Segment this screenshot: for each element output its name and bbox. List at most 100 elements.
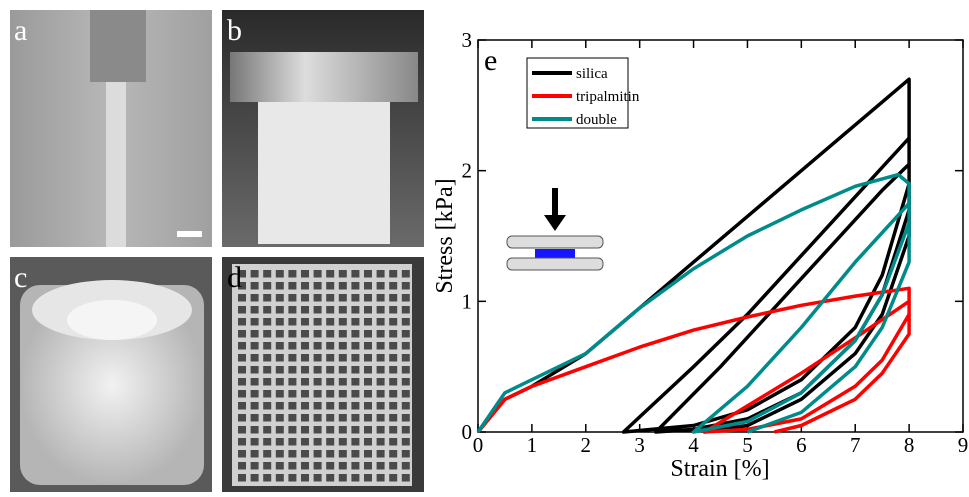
grid-hole xyxy=(338,294,347,302)
grid-hole xyxy=(326,366,335,374)
grid-hole xyxy=(288,306,297,314)
grid-hole xyxy=(263,474,272,482)
photo-d xyxy=(222,257,424,492)
grid-hole xyxy=(263,402,272,410)
grid-hole xyxy=(288,354,297,362)
data-line xyxy=(476,77,911,434)
grid-hole xyxy=(376,438,385,446)
grid-hole xyxy=(338,378,347,386)
grid-hole xyxy=(288,426,297,434)
grid-hole xyxy=(263,450,272,458)
grid-hole xyxy=(364,462,372,470)
grid-hole xyxy=(389,474,398,482)
grid-hole xyxy=(338,318,347,326)
grid-hole xyxy=(338,390,347,398)
grid-hole xyxy=(389,450,398,458)
grid-hole xyxy=(263,330,272,338)
grid-hole xyxy=(301,426,309,434)
grid-hole xyxy=(376,366,385,374)
grid-hole xyxy=(288,462,297,470)
grid-hole xyxy=(376,282,385,290)
grid-hole xyxy=(250,474,259,482)
grid-hole xyxy=(338,270,347,278)
grid-hole xyxy=(288,282,297,290)
grid-hole xyxy=(364,282,372,290)
grid-hole xyxy=(238,450,246,458)
grid-hole xyxy=(338,438,347,446)
grid-hole xyxy=(301,366,309,374)
grid-hole xyxy=(301,402,309,410)
grid-hole xyxy=(364,450,372,458)
grid-hole xyxy=(389,402,398,410)
grid-hole xyxy=(351,438,360,446)
grid-hole xyxy=(275,414,284,422)
legend-label: tripalmitin xyxy=(576,89,640,105)
y-tick-label: 0 xyxy=(462,420,473,444)
grid-hole xyxy=(250,462,259,470)
grid-hole xyxy=(250,342,259,350)
grid-hole xyxy=(326,306,335,314)
grid-hole xyxy=(338,342,347,350)
grid-hole xyxy=(301,330,309,338)
grid-hole xyxy=(376,450,385,458)
grid-hole xyxy=(401,462,410,470)
grid-hole xyxy=(364,378,372,386)
grid-hole xyxy=(313,330,322,338)
grid-hole xyxy=(275,426,284,434)
grid-hole xyxy=(401,414,410,422)
grid-hole xyxy=(376,354,385,362)
grid-hole xyxy=(275,342,284,350)
grid-hole xyxy=(263,306,272,314)
legend-label: double xyxy=(576,112,617,128)
grid-hole xyxy=(263,318,272,326)
grid-hole xyxy=(263,342,272,350)
grid-hole xyxy=(313,342,322,350)
grid-hole xyxy=(351,390,360,398)
grid-hole xyxy=(288,414,297,422)
grid-hole xyxy=(301,306,309,314)
grid-hole xyxy=(288,450,297,458)
grid-hole xyxy=(288,270,297,278)
grid-hole xyxy=(275,282,284,290)
grid-hole xyxy=(376,270,385,278)
grid-hole xyxy=(238,294,246,302)
photo-b xyxy=(222,10,424,247)
grid-hole xyxy=(326,330,335,338)
grid-hole xyxy=(250,438,259,446)
grid-hole xyxy=(250,402,259,410)
grid-hole xyxy=(376,294,385,302)
grid-hole xyxy=(263,426,272,434)
grid-hole xyxy=(338,450,347,458)
grid-hole xyxy=(401,378,410,386)
photo-a xyxy=(10,10,212,247)
grid-hole xyxy=(338,354,347,362)
grid-hole xyxy=(238,402,246,410)
grid-hole xyxy=(313,402,322,410)
grid-hole xyxy=(389,414,398,422)
grid-hole xyxy=(401,402,410,410)
grid-hole xyxy=(326,294,335,302)
grid-hole xyxy=(275,306,284,314)
grid-hole xyxy=(301,270,309,278)
photo-c xyxy=(10,257,212,492)
grid-hole xyxy=(275,294,284,302)
grid-hole xyxy=(389,318,398,326)
grid-hole xyxy=(250,450,259,458)
grid-hole xyxy=(376,306,385,314)
grid-hole xyxy=(288,342,297,350)
grid-hole xyxy=(313,294,322,302)
grid-hole xyxy=(313,462,322,470)
grid-hole xyxy=(250,330,259,338)
y-tick-label: 1 xyxy=(462,289,473,313)
grid-hole xyxy=(313,378,322,386)
grid-hole xyxy=(238,330,246,338)
grid-hole xyxy=(301,438,309,446)
data-line xyxy=(476,286,911,434)
x-tick-label: 7 xyxy=(850,433,861,457)
grid-hole xyxy=(275,318,284,326)
grid-hole xyxy=(275,330,284,338)
grid-hole xyxy=(326,402,335,410)
grid-hole xyxy=(389,282,398,290)
grid-hole xyxy=(301,450,309,458)
